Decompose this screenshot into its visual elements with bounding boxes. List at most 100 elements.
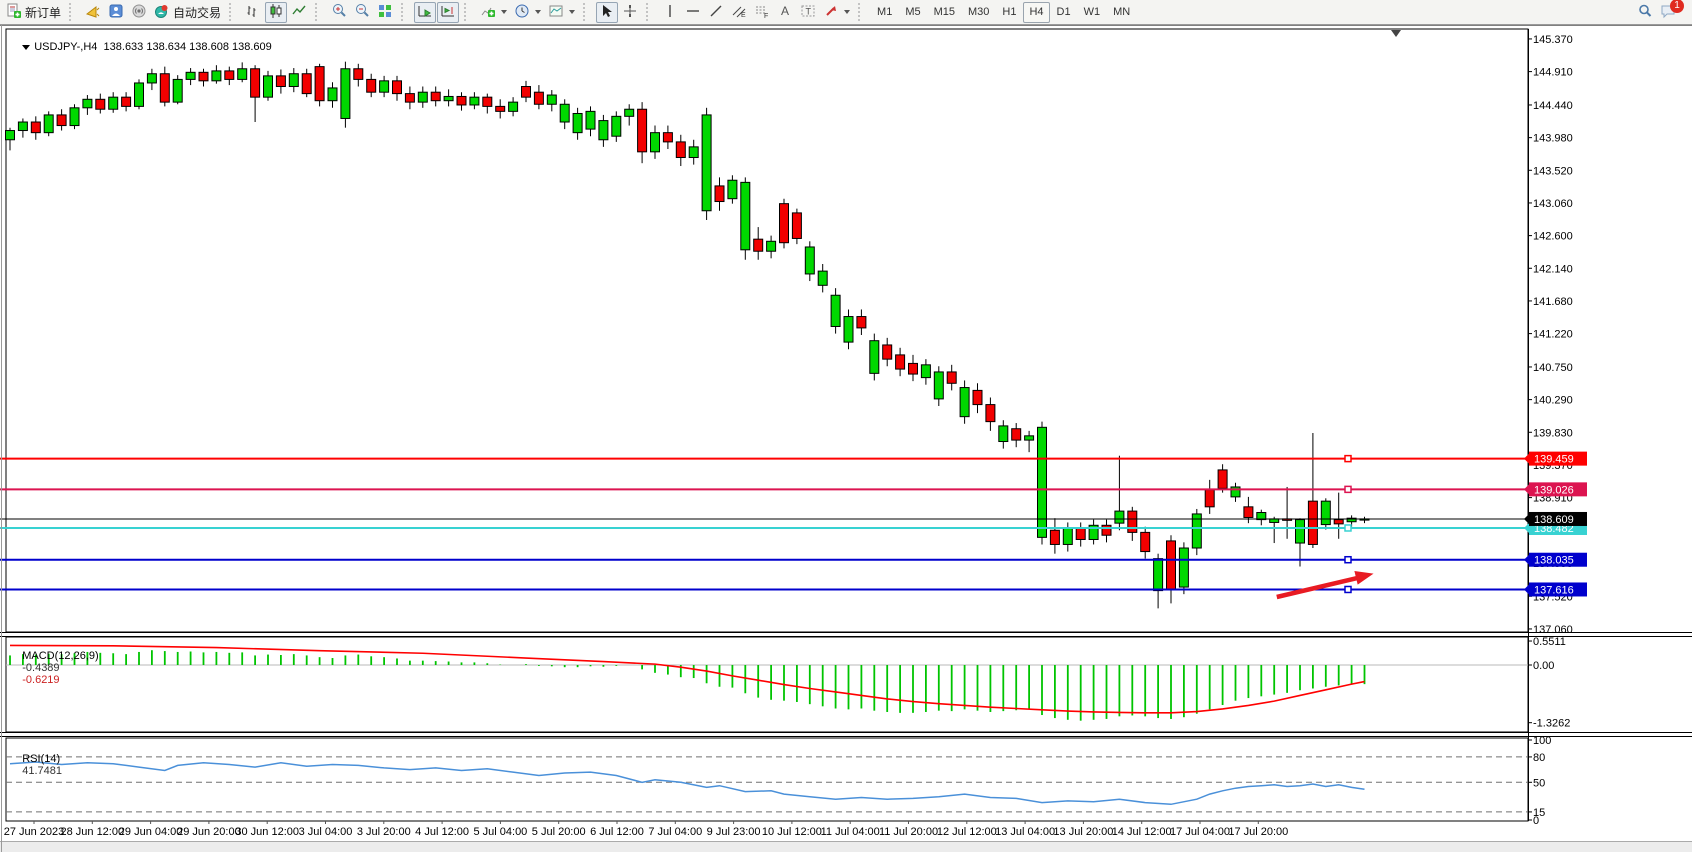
svg-text:9 Jul 23:00: 9 Jul 23:00 bbox=[707, 826, 761, 838]
svg-text:0.00: 0.00 bbox=[1533, 660, 1554, 672]
svg-text:6 Jul 12:00: 6 Jul 12:00 bbox=[590, 826, 644, 838]
text-button[interactable]: A bbox=[774, 2, 796, 23]
navigator-button[interactable] bbox=[105, 2, 127, 23]
text-icon: A bbox=[777, 3, 793, 22]
toolbar-separator bbox=[315, 3, 324, 21]
arrows-button[interactable] bbox=[820, 2, 853, 23]
zoom-out-icon bbox=[354, 3, 370, 22]
candlestick-chart-button[interactable] bbox=[265, 1, 288, 23]
svg-text:30 Jun 12:00: 30 Jun 12:00 bbox=[235, 826, 299, 838]
toolbar-separator bbox=[646, 3, 655, 21]
timeframe-button-m1[interactable]: M1 bbox=[877, 6, 893, 18]
chart-ohlc-readout: 138.633 138.634 138.608 138.609 bbox=[103, 41, 272, 53]
timeframe-group: M1 M5 M15 M30 H1 H4 D1 W1 MN bbox=[871, 1, 1136, 23]
chart-shift-marker bbox=[1391, 30, 1401, 37]
toolbar-separator bbox=[464, 3, 473, 21]
horizontal-line-button[interactable] bbox=[682, 2, 704, 23]
vertical-line-button[interactable] bbox=[659, 2, 681, 23]
chart-title[interactable]: USDJPY-,H4 138.633 138.634 138.608 138.6… bbox=[10, 29, 272, 65]
horizontal-line-icon bbox=[685, 3, 701, 22]
crosshair-button[interactable] bbox=[619, 2, 641, 23]
autotrading-button[interactable]: 自动交易 bbox=[151, 2, 224, 23]
price-level-lines[interactable] bbox=[0, 454, 1528, 594]
equidistant-channel-button[interactable]: E bbox=[728, 2, 750, 23]
svg-text:17 Jul 20:00: 17 Jul 20:00 bbox=[1228, 826, 1288, 838]
periods-button[interactable] bbox=[511, 2, 544, 23]
bar-chart-button[interactable] bbox=[242, 2, 264, 23]
svg-text:138.609: 138.609 bbox=[1534, 514, 1574, 526]
cursor-button[interactable] bbox=[596, 1, 619, 23]
text-label-button[interactable]: T bbox=[797, 2, 819, 23]
svg-text:F: F bbox=[764, 13, 768, 19]
fibonacci-button[interactable]: F bbox=[751, 2, 773, 23]
new-order-label: 新订单 bbox=[25, 5, 62, 20]
dropdown-caret-icon bbox=[535, 10, 542, 14]
timeframe-button-m5[interactable]: M5 bbox=[905, 6, 921, 18]
timeframe-button-m30[interactable]: M30 bbox=[968, 6, 990, 18]
svg-text:139.026: 139.026 bbox=[1534, 484, 1574, 496]
svg-text:10 Jul 12:00: 10 Jul 12:00 bbox=[762, 826, 822, 838]
market-watch-button[interactable] bbox=[82, 2, 104, 23]
price-level-labels: 139.459 139.026 138.482 138.035 137.616 138.6… bbox=[1524, 451, 1587, 597]
new-order-icon bbox=[6, 3, 22, 22]
svg-text:50: 50 bbox=[1533, 777, 1545, 789]
svg-text:143.520: 143.520 bbox=[1533, 165, 1573, 177]
trendline-button[interactable] bbox=[705, 2, 727, 23]
autotrading-icon bbox=[154, 3, 170, 22]
chart-window[interactable]: 145.370 144.910 144.440 143.980 143.520 143.0… bbox=[0, 25, 1692, 852]
line-chart-icon bbox=[291, 3, 307, 22]
horn-icon bbox=[85, 3, 101, 22]
price-axis: 145.370 144.910 144.440 143.980 143.520 143.0… bbox=[1528, 29, 1573, 827]
search-button[interactable] bbox=[1634, 2, 1656, 23]
timeframe-button-w1[interactable]: W1 bbox=[1083, 6, 1101, 18]
new-order-button[interactable]: 新订单 bbox=[3, 2, 64, 23]
channel-icon: E bbox=[731, 3, 747, 22]
rsi-name: RSI(14) bbox=[22, 753, 61, 765]
chart-canvas[interactable]: 145.370 144.910 144.440 143.980 143.520 143.0… bbox=[0, 25, 1692, 852]
timeframe-button-h1[interactable]: H1 bbox=[1002, 6, 1017, 18]
svg-text:4 Jul 12:00: 4 Jul 12:00 bbox=[415, 826, 469, 838]
chart-dropdown-icon[interactable] bbox=[22, 45, 31, 50]
svg-text:100: 100 bbox=[1533, 735, 1551, 747]
vertical-line-icon bbox=[662, 3, 678, 22]
line-chart-button[interactable] bbox=[288, 2, 310, 23]
svg-text:27 Jun 2023: 27 Jun 2023 bbox=[4, 826, 65, 838]
panel-frames bbox=[0, 25, 1692, 822]
svg-text:139.830: 139.830 bbox=[1533, 427, 1573, 439]
tile-windows-button[interactable] bbox=[374, 2, 396, 23]
templates-button[interactable] bbox=[545, 2, 578, 23]
svg-text:137.616: 137.616 bbox=[1534, 584, 1574, 596]
chart-shift-button[interactable] bbox=[437, 1, 460, 23]
notification-badge: 1 bbox=[1670, 0, 1684, 13]
rsi-indicator-label: RSI(14) 41.7481 bbox=[10, 741, 62, 789]
indicators-icon bbox=[480, 3, 496, 22]
timeframe-button-mn[interactable]: MN bbox=[1113, 6, 1131, 18]
notifications-button[interactable]: 1 bbox=[1657, 0, 1684, 23]
timeframe-button-m15[interactable]: M15 bbox=[933, 6, 955, 18]
chart-symbol-period: USDJPY-,H4 bbox=[34, 41, 98, 53]
auto-scroll-button[interactable] bbox=[414, 1, 437, 23]
svg-text:3 Jul 04:00: 3 Jul 04:00 bbox=[299, 826, 353, 838]
timeframe-button-d1[interactable]: D1 bbox=[1056, 6, 1071, 18]
candlesticks[interactable] bbox=[5, 61, 1370, 609]
svg-text:13 Jul 20:00: 13 Jul 20:00 bbox=[1053, 826, 1113, 838]
macd-indicator-label: MACD(12,26,9) -0.4389 -0.6219 bbox=[10, 638, 98, 698]
candlestick-icon bbox=[268, 3, 284, 22]
dropdown-caret-icon bbox=[501, 10, 508, 14]
zoom-in-button[interactable] bbox=[328, 2, 350, 23]
timeframe-button-h4[interactable]: H4 bbox=[1023, 1, 1050, 23]
svg-text:141.680: 141.680 bbox=[1533, 296, 1573, 308]
cursor-icon bbox=[599, 3, 615, 22]
bar-chart-icon bbox=[245, 3, 261, 22]
svg-text:12 Jul 12:00: 12 Jul 12:00 bbox=[937, 826, 997, 838]
signals-button[interactable] bbox=[128, 2, 150, 23]
red-arrow-annotation[interactable] bbox=[1276, 574, 1365, 600]
signal-icon bbox=[131, 3, 147, 22]
indicators-button[interactable] bbox=[477, 2, 510, 23]
autotrading-label: 自动交易 bbox=[173, 5, 222, 20]
svg-text:0.5511: 0.5511 bbox=[1533, 636, 1566, 648]
svg-text:143.060: 143.060 bbox=[1533, 198, 1573, 210]
zoom-out-button[interactable] bbox=[351, 2, 373, 23]
macd-signal-path bbox=[9, 644, 1365, 714]
